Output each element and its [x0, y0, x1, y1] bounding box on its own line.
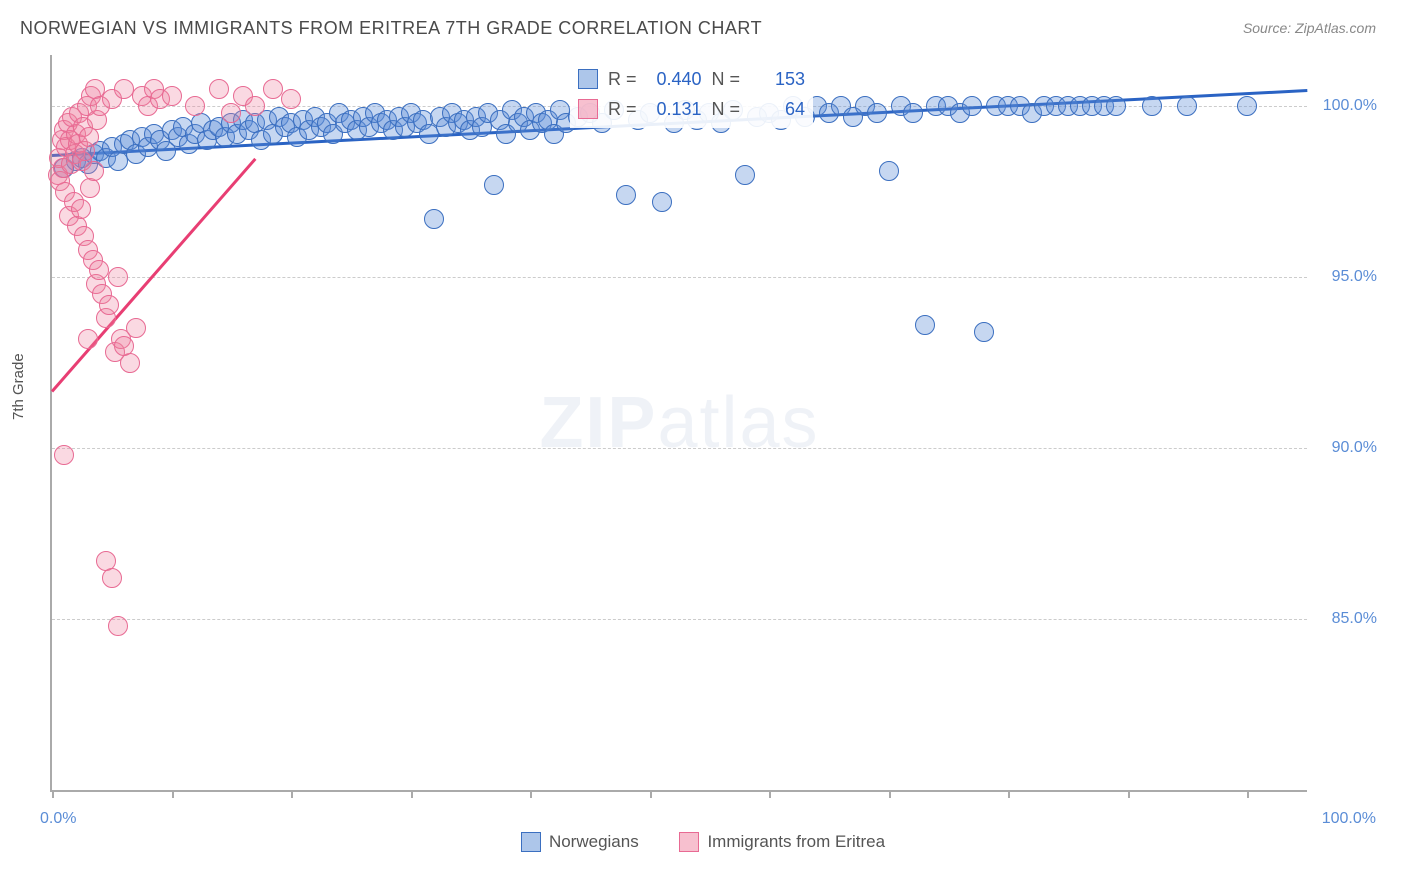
- point-series-a: [867, 103, 887, 123]
- gridline: [52, 448, 1307, 449]
- point-series-a: [974, 322, 994, 342]
- r-label: R =: [608, 64, 637, 94]
- r-label: R =: [608, 94, 637, 124]
- square-icon: [679, 832, 699, 852]
- y-tick-label: 90.0%: [1317, 439, 1377, 457]
- stats-row-series-b: R = 0.131 N = 64: [578, 94, 805, 124]
- n-label: N =: [712, 94, 741, 124]
- point-series-a: [616, 185, 636, 205]
- point-series-b: [108, 267, 128, 287]
- n-value: 153: [750, 64, 805, 94]
- n-label: N =: [712, 64, 741, 94]
- square-icon: [578, 99, 598, 119]
- x-tick: [769, 790, 771, 798]
- x-tick: [889, 790, 891, 798]
- x-axis-min-label: 0.0%: [40, 810, 76, 828]
- point-series-b: [71, 199, 91, 219]
- point-series-b: [89, 260, 109, 280]
- legend-item-series-a: Norwegians: [521, 832, 639, 852]
- legend-label: Norwegians: [549, 832, 639, 852]
- watermark-bold: ZIP: [539, 383, 657, 463]
- point-series-a: [424, 209, 444, 229]
- plot-area: ZIPatlas 85.0%90.0%95.0%100.0%: [50, 55, 1307, 792]
- point-series-b: [245, 96, 265, 116]
- point-series-b: [120, 353, 140, 373]
- point-series-b: [102, 568, 122, 588]
- point-series-a: [915, 315, 935, 335]
- point-series-b: [162, 86, 182, 106]
- point-series-a: [1106, 96, 1126, 116]
- legend-label: Immigrants from Eritrea: [707, 832, 885, 852]
- gridline: [52, 277, 1307, 278]
- point-series-b: [108, 616, 128, 636]
- watermark-rest: atlas: [657, 383, 819, 463]
- point-series-a: [1237, 96, 1257, 116]
- point-series-a: [652, 192, 672, 212]
- point-series-b: [79, 127, 99, 147]
- stats-row-series-a: R = 0.440 N = 153: [578, 64, 805, 94]
- point-series-a: [484, 175, 504, 195]
- point-series-a: [1142, 96, 1162, 116]
- chart-title: NORWEGIAN VS IMMIGRANTS FROM ERITREA 7TH…: [20, 18, 762, 39]
- y-tick-label: 85.0%: [1317, 610, 1377, 628]
- n-value: 64: [750, 94, 805, 124]
- square-icon: [521, 832, 541, 852]
- point-series-b: [78, 329, 98, 349]
- y-axis-title: 7th Grade: [10, 353, 27, 420]
- r-value: 0.131: [647, 94, 702, 124]
- point-series-a: [962, 96, 982, 116]
- source-label: Source: ZipAtlas.com: [1243, 20, 1376, 36]
- point-series-a: [1177, 96, 1197, 116]
- square-icon: [578, 69, 598, 89]
- r-value: 0.440: [647, 64, 702, 94]
- point-series-b: [209, 79, 229, 99]
- x-tick: [530, 790, 532, 798]
- y-tick-label: 100.0%: [1317, 97, 1377, 115]
- x-tick: [1128, 790, 1130, 798]
- x-tick: [1247, 790, 1249, 798]
- point-series-b: [126, 318, 146, 338]
- x-tick: [172, 790, 174, 798]
- legend: Norwegians Immigrants from Eritrea: [0, 832, 1406, 857]
- x-tick: [650, 790, 652, 798]
- point-series-a: [903, 103, 923, 123]
- y-tick-label: 95.0%: [1317, 268, 1377, 286]
- point-series-b: [54, 445, 74, 465]
- point-series-a: [735, 165, 755, 185]
- x-tick: [411, 790, 413, 798]
- point-series-b: [114, 336, 134, 356]
- point-series-b: [221, 103, 241, 123]
- watermark: ZIPatlas: [539, 382, 819, 464]
- stats-box: R = 0.440 N = 153 R = 0.131 N = 64: [570, 60, 813, 128]
- point-series-b: [80, 178, 100, 198]
- legend-item-series-b: Immigrants from Eritrea: [679, 832, 885, 852]
- point-series-b: [281, 89, 301, 109]
- point-series-b: [99, 295, 119, 315]
- point-series-b: [84, 161, 104, 181]
- point-series-b: [185, 96, 205, 116]
- x-tick: [291, 790, 293, 798]
- gridline: [52, 619, 1307, 620]
- x-axis-max-label: 100.0%: [1322, 810, 1376, 828]
- x-tick: [52, 790, 54, 798]
- point-series-b: [263, 79, 283, 99]
- x-tick: [1008, 790, 1010, 798]
- point-series-a: [879, 161, 899, 181]
